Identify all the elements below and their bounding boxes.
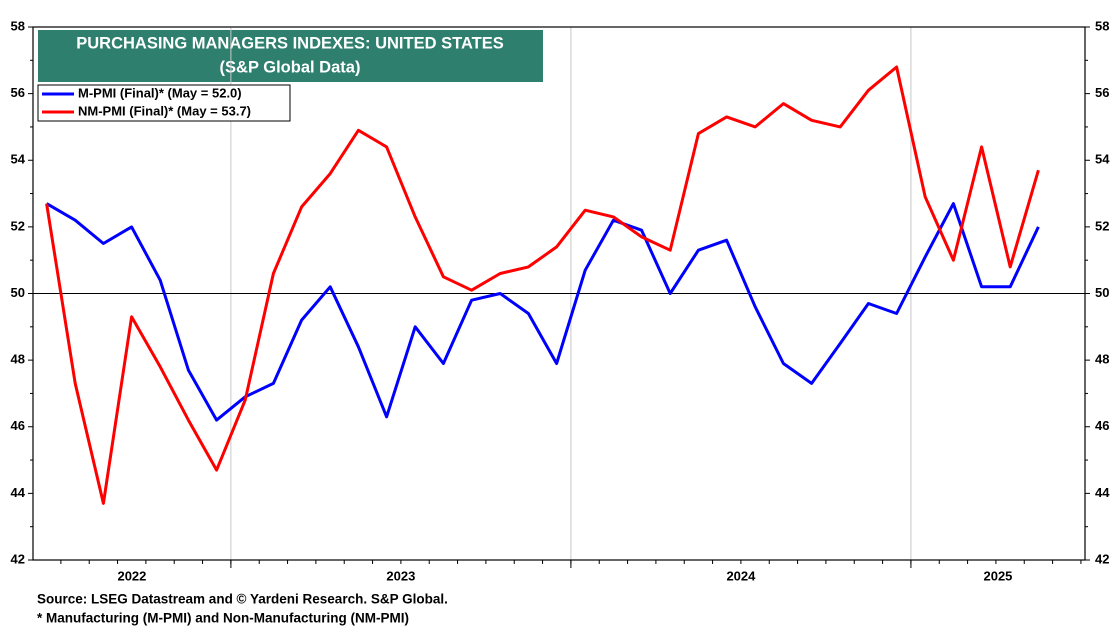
y2-tick-label: 56	[1095, 85, 1109, 100]
y-tick-label: 44	[11, 485, 26, 500]
legend-label: M-PMI (Final)* (May = 52.0)	[78, 85, 242, 100]
chart-title: PURCHASING MANAGERS INDEXES: UNITED STAT…	[76, 34, 504, 52]
y-tick-label: 58	[11, 18, 25, 33]
y2-tick-label: 42	[1095, 551, 1109, 566]
plot-frame	[32, 26, 1086, 561]
x-tick-label: 2023	[386, 568, 415, 583]
legend-box	[37, 84, 291, 122]
title-box	[38, 30, 543, 82]
y2-tick-label: 44	[1095, 485, 1110, 500]
legend-label: NM-PMI (Final)* (May = 53.7)	[78, 103, 251, 118]
y2-tick-label: 52	[1095, 218, 1109, 233]
y-tick-label: 50	[11, 285, 25, 300]
y2-tick-label: 46	[1095, 418, 1109, 433]
y2-tick-label: 50	[1095, 285, 1109, 300]
source: Source: LSEG Datastream and © Yardeni Re…	[37, 592, 448, 607]
y2-tick-label: 48	[1095, 352, 1109, 367]
y-tick-label: 54	[11, 152, 26, 167]
series-line	[45, 65, 1040, 505]
y-tick-label: 42	[11, 551, 25, 566]
series-line	[45, 202, 1040, 422]
x-tick-label: 2022	[117, 568, 146, 583]
y-tick-label: 48	[11, 352, 25, 367]
y-tick-label: 46	[11, 418, 25, 433]
y-tick-label: 56	[11, 85, 25, 100]
y-tick-label: 52	[11, 218, 25, 233]
y2-tick-label: 54	[1095, 152, 1110, 167]
x-tick-label: 2025	[983, 568, 1012, 583]
note: * Manufacturing (M-PMI) and Non-Manufact…	[37, 611, 409, 626]
x-tick-label: 2024	[726, 568, 756, 583]
chart-subtitle: (S&P Global Data)	[220, 58, 361, 76]
y2-tick-label: 58	[1095, 18, 1109, 33]
